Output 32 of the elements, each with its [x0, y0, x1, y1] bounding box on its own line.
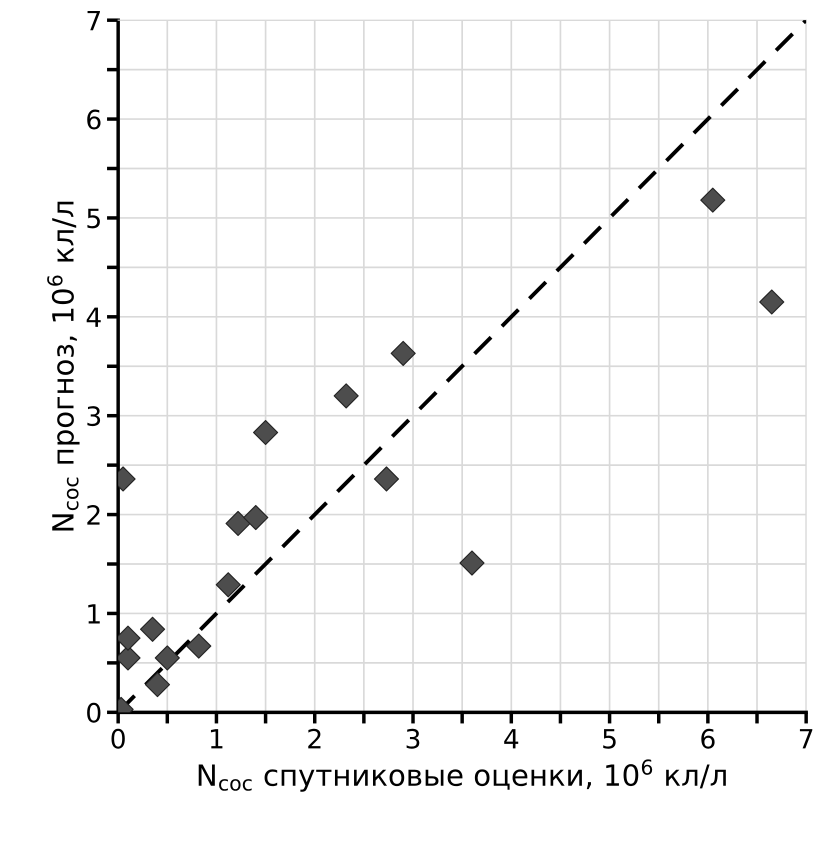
point — [216, 572, 241, 598]
x-axis-title: N$_{coc}$ спутниковые оценки, 10$^{6}$ кл/л — [198, 759, 726, 792]
y-tick-label: 4 — [86, 308, 101, 327]
y-tick-label: 5 — [87, 208, 100, 228]
point — [334, 383, 359, 409]
x-tick-label: 2 — [308, 728, 320, 748]
point — [459, 550, 485, 576]
point — [243, 504, 268, 530]
point — [759, 289, 784, 315]
x-tick-label: 5 — [603, 729, 616, 749]
x-tick-label: 4 — [504, 729, 518, 748]
y-tick-label: 2 — [87, 505, 100, 525]
point — [374, 466, 400, 492]
point — [225, 510, 251, 536]
y-axis-title: N$_{coc}$ прогноз, 10$^{6}$ кл/л — [47, 202, 80, 531]
x-tick-label: 3 — [406, 728, 420, 749]
y-tick-label: 6 — [87, 110, 101, 130]
point — [186, 633, 212, 659]
point — [154, 645, 180, 671]
point — [700, 188, 726, 213]
y-tick-label: 3 — [87, 406, 100, 426]
point — [253, 420, 278, 446]
y-tick-label: 7 — [88, 10, 100, 30]
point — [390, 340, 416, 366]
x-tick-label: 7 — [800, 729, 812, 748]
y-tick-label: 0 — [87, 702, 100, 723]
point — [144, 672, 170, 698]
point — [140, 616, 166, 642]
x-tick-label: 0 — [112, 728, 125, 749]
x-tick-label: 1 — [210, 729, 222, 748]
x-tick-label: 6 — [701, 728, 715, 749]
y-tick-label: 1 — [88, 604, 100, 624]
